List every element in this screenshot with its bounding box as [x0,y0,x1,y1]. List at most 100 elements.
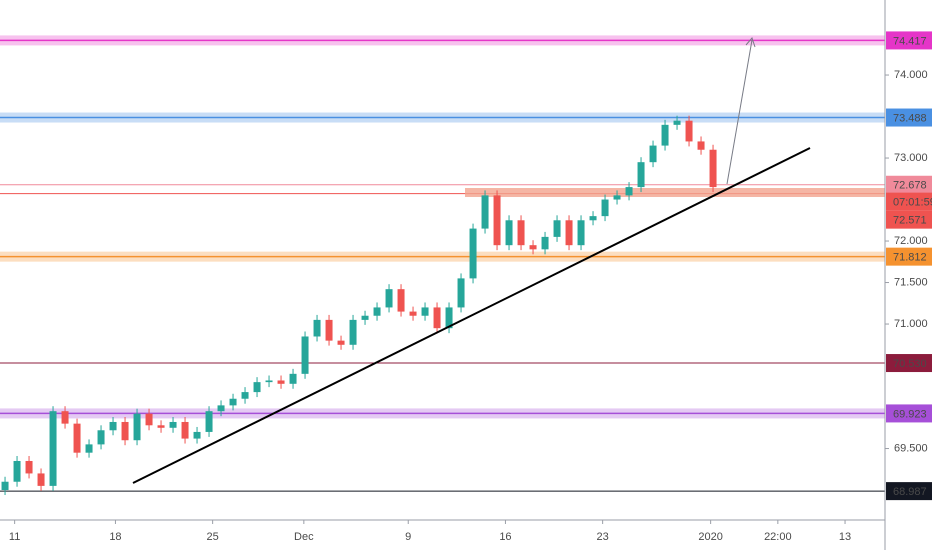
x-tick-label: 11 [9,531,20,543]
candle-body [709,149,717,188]
candle-body [169,421,177,428]
candle-body [253,382,261,393]
trend-line [132,147,811,484]
candle-body [241,392,249,399]
x-tick-label: 16 [499,531,511,543]
candle-body [13,460,21,482]
candle-body [565,220,573,246]
level-tag-bg [886,354,932,373]
level-tag: 70.530 [893,358,927,370]
candle-body [133,413,141,441]
candle-body [493,195,501,246]
candle-body [193,431,201,439]
x-tick-label: 13 [839,531,851,543]
candle-body [289,373,297,384]
current-price-tag-bg [886,210,932,229]
x-tick-label: 23 [597,531,609,543]
candle-body [313,319,321,337]
zone-rect [465,188,885,197]
level-tag: 71.812 [893,252,927,264]
candle-body [553,220,561,237]
axis-labels: 69.500 71.000 71.500 72.000 73.000 74.000 11 18… [9,69,928,543]
level-tag-bg [886,404,932,423]
level-tag-bg [886,482,932,501]
levels [0,35,885,492]
candles [1,115,717,496]
candle-body [25,460,33,474]
candle-body [637,162,645,188]
candle-body [685,120,693,142]
x-tick-label: 18 [109,531,121,543]
candle-body [457,278,465,308]
x-tick-label: 22:00 [764,531,792,543]
candle-body [577,220,585,246]
candle-body [1,481,9,491]
candle-body [73,423,81,453]
candle-body [481,195,489,229]
candle-body [601,199,609,217]
arrow-head [745,37,756,48]
price-tags: 74.417 73.488 72.678 71.812 70.530 69.923 68.9… [886,31,932,501]
x-tick-label: Dec [294,531,314,543]
level-tag-bg [886,108,932,127]
candle-body [49,411,57,486]
candle-body [121,421,129,441]
candle-body [157,425,165,428]
y-tick-label: 71.000 [894,318,928,330]
x-tick-label: 9 [405,531,411,543]
candle-body [277,380,285,384]
current-price-tag: 72.571 [893,215,927,227]
candle-body [445,307,453,329]
countdown-tag-bg [886,192,932,211]
candle-body [661,124,669,146]
candle-body [181,421,189,439]
candle-body [145,413,153,426]
candle-body [109,421,117,431]
candle-body [85,444,93,453]
candle-body [217,405,225,412]
candle-body [673,120,681,125]
countdown-tag: 07:01:59 [893,197,932,209]
projection-arrow [726,39,753,185]
level-tag: 72.678 [893,180,927,192]
candle-body [541,236,549,250]
candle-body [589,216,597,221]
candle-body [349,319,357,345]
level-tag: 73.488 [893,112,927,124]
candle-body [361,315,369,320]
candle-body [421,307,429,316]
candle-body [385,289,393,308]
candle-body [301,336,309,374]
candle-body [517,220,525,246]
y-tick-label: 71.500 [894,276,928,288]
level-tag: 74.417 [893,35,927,47]
y-tick-label: 72.000 [894,235,928,247]
y-tick-label: 69.500 [894,442,928,454]
y-tick-label: 73.000 [894,152,928,164]
x-tick-label: 25 [207,531,219,543]
candle-body [697,141,705,150]
candle-body [229,398,237,406]
candle-body [37,473,45,486]
candle-body [529,245,537,250]
candle-body [625,187,633,196]
candle-body [649,145,657,163]
level-tag-bg [886,31,932,50]
candle-body [397,289,405,312]
candle-body [97,430,105,445]
candle-body [433,307,441,329]
candle-body [61,411,69,424]
level-tag: 69.923 [893,408,927,420]
level-tag: 68.987 [893,486,927,498]
candle-body [205,411,213,432]
candle-body [613,195,621,200]
candle-body [469,228,477,279]
level-tag-bg [886,175,932,194]
candle-body [337,340,345,345]
candle-body [373,307,381,316]
y-tick-label: 74.000 [894,69,928,81]
candle-body [409,311,417,316]
candle-body [505,220,513,246]
